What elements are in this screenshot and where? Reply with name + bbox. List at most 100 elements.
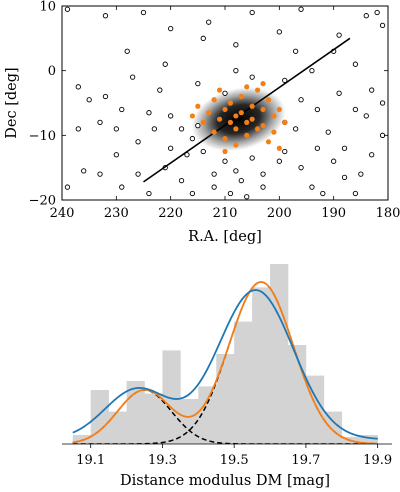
distance-histogram-panel: 19.1 19.3 19.5 19.7 19.9 Distance modulus DM…	[62, 264, 392, 489]
field-star-point	[320, 190, 326, 197]
field-star-point	[168, 145, 174, 151]
density-blob	[191, 87, 286, 152]
field-star-point	[358, 171, 364, 177]
sky-map-x-label: R.A. [deg]	[188, 229, 262, 245]
field-star-point	[233, 168, 239, 174]
field-star-point	[168, 113, 174, 119]
member-star-point	[255, 87, 261, 93]
field-star-point	[369, 152, 375, 158]
field-star-point	[244, 194, 250, 200]
member-star-point	[260, 106, 266, 113]
member-star-point	[255, 126, 261, 132]
field-star-point	[336, 90, 342, 96]
field-star-point	[379, 100, 386, 106]
member-star-point	[265, 97, 272, 103]
field-star-point	[298, 6, 304, 12]
sky-map-panel: 240 230 220 210 200 190 180 −20 −10 0 10 R.A. [deg…	[4, 0, 400, 245]
field-star-point	[200, 148, 206, 155]
field-star-point	[178, 177, 185, 184]
member-star-point	[206, 110, 212, 116]
field-star-point	[146, 110, 152, 116]
field-star-point	[75, 84, 81, 90]
x-tick-label: 230	[104, 206, 129, 221]
member-star-point	[244, 84, 250, 90]
x-tick-label: 19.5	[220, 453, 249, 468]
field-star-point	[233, 68, 239, 74]
field-star-point	[260, 184, 266, 190]
field-star-point	[314, 106, 321, 113]
field-star-point	[113, 126, 119, 132]
member-star-point	[260, 81, 266, 87]
field-star-point	[97, 171, 103, 177]
field-star-point	[276, 29, 282, 35]
field-star-point	[374, 9, 380, 16]
field-star-point	[211, 171, 217, 177]
field-star-point	[249, 155, 255, 161]
x-tick-label: 190	[321, 206, 346, 221]
field-star-point	[233, 42, 239, 48]
field-star-point	[81, 168, 87, 174]
member-star-point	[195, 103, 201, 109]
field-star-point	[206, 19, 212, 25]
member-star-point	[227, 100, 234, 106]
member-star-point	[200, 119, 206, 125]
member-star-point	[233, 142, 239, 148]
field-star-point	[102, 93, 109, 100]
field-star-point	[309, 68, 315, 74]
field-star-point	[113, 152, 119, 158]
histogram-bar	[180, 399, 199, 444]
member-star-point	[189, 113, 195, 119]
field-star-point	[222, 90, 228, 96]
field-star-point	[260, 171, 266, 177]
field-star-point	[325, 129, 331, 135]
histogram-bar	[234, 321, 253, 444]
field-star-point	[298, 97, 304, 103]
field-star-point	[249, 9, 255, 16]
member-star-point	[265, 139, 272, 145]
y-tick-label: −20	[29, 194, 56, 209]
field-star-point	[157, 87, 163, 93]
field-star-point	[249, 74, 255, 80]
histogram-ticks: 19.1 19.3 19.5 19.7 19.9	[76, 444, 392, 468]
field-star-point	[119, 106, 125, 113]
field-star-point	[314, 145, 321, 151]
member-star-point	[249, 116, 255, 122]
member-star-point	[233, 126, 239, 132]
sky-map-ticks: 240 230 220 210 200 190 180 −20 −10 0 10	[29, 0, 400, 221]
field-star-point	[146, 190, 152, 197]
member-star-point	[211, 129, 217, 135]
member-star-point	[271, 129, 277, 135]
field-star-point	[151, 126, 158, 132]
field-star-point	[200, 35, 206, 41]
field-star-point	[298, 165, 304, 171]
member-star-point	[227, 119, 234, 125]
histogram-x-label: Distance modulus DM [mag]	[120, 473, 330, 489]
sky-map-y-label: Dec [deg]	[4, 67, 20, 138]
field-star-point	[189, 190, 196, 197]
member-star-point	[222, 148, 228, 155]
histogram-plot-area	[72, 264, 378, 444]
sky-map-plot-area	[64, 6, 386, 200]
field-star-point	[135, 171, 141, 177]
field-star-point	[162, 61, 168, 67]
field-star-point	[352, 61, 359, 67]
field-star-point	[64, 184, 71, 190]
field-star-point	[292, 48, 299, 54]
field-star-point	[222, 158, 228, 164]
field-star-point	[309, 184, 315, 190]
field-star-point	[227, 190, 234, 197]
field-star-point	[282, 148, 288, 155]
field-star-point	[282, 77, 288, 84]
x-tick-label: 19.1	[76, 453, 105, 468]
field-star-point	[129, 74, 136, 80]
field-star-point	[341, 145, 348, 151]
member-star-point	[276, 145, 282, 151]
member-star-point	[244, 119, 250, 125]
histogram-bar	[359, 435, 378, 444]
field-star-point	[140, 9, 147, 16]
histogram-bar	[198, 386, 217, 444]
field-star-point	[292, 126, 299, 132]
field-star-point	[102, 13, 109, 19]
x-tick-label: 19.3	[148, 453, 177, 468]
